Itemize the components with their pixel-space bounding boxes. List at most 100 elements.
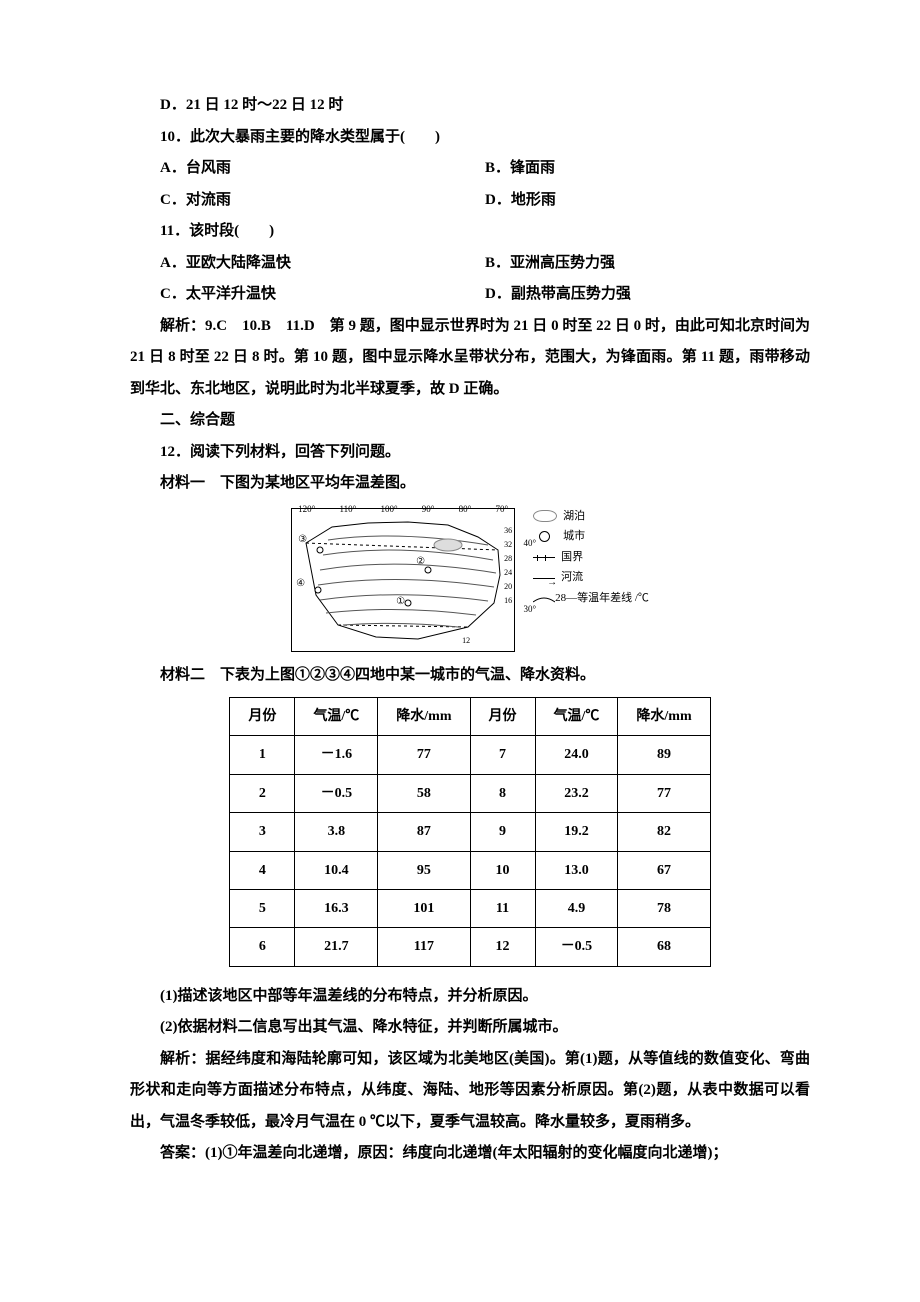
q10-options-row2: C．对流雨 D．地形雨 [130, 185, 810, 217]
q10-opt-d: D．地形雨 [485, 185, 810, 217]
q11-options-row1: A．亚欧大陆降温快 B．亚洲高压势力强 [130, 248, 810, 280]
map-svg [298, 515, 508, 645]
table-cell: 24.0 [535, 736, 618, 774]
city-3: ③ [298, 535, 307, 545]
table-cell: 19.2 [535, 813, 618, 851]
iso-v1: 32 [504, 541, 512, 549]
lon-1: 110° [339, 505, 356, 514]
table-cell: －0.5 [295, 774, 378, 812]
iso-v0: 36 [504, 527, 512, 535]
iso-v4: 20 [504, 583, 512, 591]
material-1-caption: 材料一 下图为某地区平均年温差图。 [130, 468, 810, 500]
legend-border-label: 国界 [561, 549, 583, 567]
table-cell: 87 [378, 813, 470, 851]
city-2: ② [416, 557, 425, 567]
q11-opt-c: C．太平洋升温快 [160, 279, 485, 311]
legend-iso-label: 等温年差线 /℃ [577, 590, 649, 608]
city-icon [539, 531, 550, 542]
q11-opt-b: B．亚洲高压势力强 [485, 248, 810, 280]
climate-table: 月份气温/℃降水/mm月份气温/℃降水/mm 1－1.677724.0892－0… [229, 697, 710, 967]
table-cell: 67 [618, 851, 710, 889]
legend-border: 国界 [533, 549, 649, 567]
material-2-caption: 材料二 下表为上图①②③④四地中某一城市的气温、降水资料。 [130, 660, 810, 692]
table-row: 621.711712－0.568 [230, 928, 710, 966]
table-cell: 5 [230, 889, 295, 927]
table-cell: 68 [618, 928, 710, 966]
border-icon [533, 557, 555, 558]
q12-stem: 12．阅读下列材料，回答下列问题。 [130, 437, 810, 469]
lon-0: 120° [298, 505, 315, 514]
table-cell: 95 [378, 851, 470, 889]
lon-5: 70° [495, 505, 508, 514]
q11-opt-d: D．副热带高压势力强 [485, 279, 810, 311]
legend-lake: 湖泊 [533, 508, 649, 526]
city-1: ① [396, 597, 405, 607]
lat-1: 30° [523, 605, 536, 614]
table-header-cell: 月份 [470, 698, 535, 736]
table-cell: 58 [378, 774, 470, 812]
q10-opt-b: B．锋面雨 [485, 153, 810, 185]
table-cell: 6 [230, 928, 295, 966]
table-cell: －1.6 [295, 736, 378, 774]
q9-option-d: D．21 日 12 时～22 日 12 时 [130, 90, 810, 122]
legend-iso: 28 — 等温年差线 /℃ [533, 590, 649, 608]
river-icon: → [533, 578, 555, 579]
table-cell: 82 [618, 813, 710, 851]
lon-3: 90° [422, 505, 435, 514]
table-cell: －0.5 [535, 928, 618, 966]
table-cell: 23.2 [535, 774, 618, 812]
map-panel: 120° 110° 100° 90° 80° 70° 40° 30° 36 32… [291, 508, 515, 652]
table-body: 1－1.677724.0892－0.558823.27733.887919.28… [230, 736, 710, 966]
table-header-cell: 气温/℃ [535, 698, 618, 736]
table-row: 516.3101114.978 [230, 889, 710, 927]
table-header-cell: 月份 [230, 698, 295, 736]
table-cell: 16.3 [295, 889, 378, 927]
table-cell: 8 [470, 774, 535, 812]
legend-city: 城市 [533, 528, 649, 546]
table-row: 1－1.677724.089 [230, 736, 710, 774]
table-header-cell: 降水/mm [378, 698, 470, 736]
table-header-cell: 气温/℃ [295, 698, 378, 736]
table-row: 33.887919.282 [230, 813, 710, 851]
q11-stem: 11．该时段( ) [130, 216, 810, 248]
lake-icon [533, 510, 557, 522]
q11-opt-a: A．亚欧大陆降温快 [160, 248, 485, 280]
table-cell: 4 [230, 851, 295, 889]
table-header-row: 月份气温/℃降水/mm月份气温/℃降水/mm [230, 698, 710, 736]
section-2-heading: 二、综合题 [130, 405, 810, 437]
q10-stem: 10．此次大暴雨主要的降水类型属于( ) [130, 122, 810, 154]
table-row: 410.4951013.067 [230, 851, 710, 889]
table-cell: 3 [230, 813, 295, 851]
table-cell: 13.0 [535, 851, 618, 889]
table-cell: 77 [618, 774, 710, 812]
q12-sub2: (2)依据材料二信息写出其气温、降水特征，并判断所属城市。 [130, 1012, 810, 1044]
q10-opt-c: C．对流雨 [160, 185, 485, 217]
q11-options-row2: C．太平洋升温快 D．副热带高压势力强 [130, 279, 810, 311]
legend-iso-dash: — [566, 590, 577, 608]
lat-0: 40° [523, 539, 536, 548]
table-cell: 11 [470, 889, 535, 927]
explanation-12: 解析：据经纬度和海陆轮廓可知，该区域为北美地区(美国)。第(1)题，从等值线的数… [130, 1044, 810, 1139]
q10-opt-a: A．台风雨 [160, 153, 485, 185]
explanation-9-11: 解析：9.C 10.B 11.D 第 9 题，图中显示世界时为 21 日 0 时… [130, 311, 810, 406]
map-legend: 湖泊 城市 国界 → 河流 28 — 等温年差线 /℃ [533, 508, 649, 652]
table-cell: 4.9 [535, 889, 618, 927]
answer-12: 答案：(1)①年温差向北递增，原因：纬度向北递增(年太阳辐射的变化幅度向北递增)… [130, 1138, 810, 1170]
table-cell: 89 [618, 736, 710, 774]
q10-options-row1: A．台风雨 B．锋面雨 [130, 153, 810, 185]
iso-icon [533, 594, 555, 604]
table-cell: 2 [230, 774, 295, 812]
table-cell: 101 [378, 889, 470, 927]
table-cell: 77 [378, 736, 470, 774]
lon-4: 80° [459, 505, 472, 514]
iso-v2: 28 [504, 555, 512, 563]
iso-v5: 16 [504, 597, 512, 605]
table-cell: 21.7 [295, 928, 378, 966]
table-cell: 9 [470, 813, 535, 851]
table-row: 2－0.558823.277 [230, 774, 710, 812]
table-cell: 7 [470, 736, 535, 774]
table-cell: 1 [230, 736, 295, 774]
iso-v3: 24 [504, 569, 512, 577]
map-figure: 120° 110° 100° 90° 80° 70° 40° 30° 36 32… [130, 508, 810, 652]
table-cell: 12 [470, 928, 535, 966]
